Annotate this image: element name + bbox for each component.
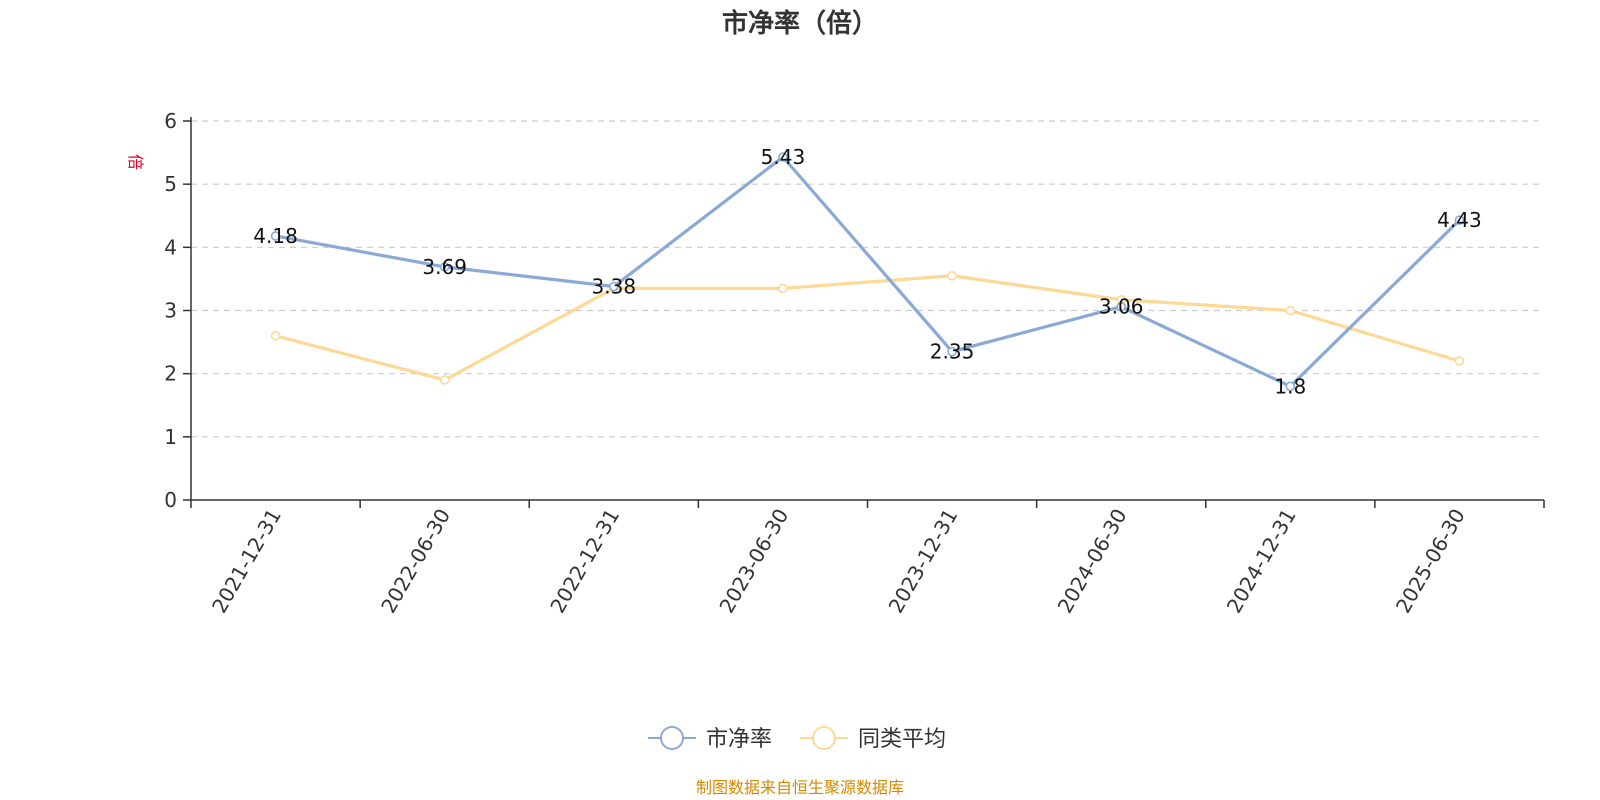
legend-label: 市净率	[706, 727, 772, 752]
series-line	[275, 155, 1461, 388]
x-tick-label: 2021-12-31	[207, 505, 286, 618]
grid-lines	[191, 120, 1544, 438]
data-point[interactable]	[947, 270, 957, 281]
chart-title: 市净率（倍）	[722, 8, 878, 39]
series-group	[270, 152, 1465, 392]
data-point[interactable]	[439, 375, 450, 385]
data-label: 4.43	[1437, 208, 1482, 232]
data-point[interactable]	[1285, 381, 1296, 392]
data-point[interactable]	[778, 283, 788, 294]
y-tick-label: 3	[164, 299, 177, 323]
data-point[interactable]	[1454, 215, 1465, 225]
data-point[interactable]	[270, 231, 281, 241]
x-tick-label: 2023-06-30	[714, 505, 793, 618]
series-line	[275, 274, 1460, 382]
legend-item-main[interactable]: 市净率	[648, 726, 772, 752]
y-tick-label: 0	[164, 488, 177, 512]
data-label: 5.43	[761, 145, 806, 169]
series-average	[270, 270, 1465, 385]
x-tick-label: 2024-06-30	[1053, 505, 1132, 618]
source-note: 制图数据来自恒生聚源数据库	[696, 778, 904, 797]
data-point[interactable]	[1454, 356, 1465, 366]
data-point[interactable]	[778, 152, 788, 162]
axes: 0 1 2 3 4 5 6 2021-12-31 2022-06-30 2022-12-31 202…	[164, 109, 1545, 618]
data-label: 1.8	[1274, 374, 1306, 398]
data-labels: 4.18 3.69 3.38 5.43 2.35 3.06 1.8 4.43	[253, 145, 1481, 398]
y-axis-unit-label: 倍	[126, 154, 145, 170]
legend-item-average[interactable]: 同类平均	[800, 726, 946, 752]
legend[interactable]: 市净率 同类平均	[648, 726, 946, 752]
data-label: 2.35	[930, 340, 975, 364]
data-point[interactable]	[1285, 305, 1296, 316]
legend-circle-icon	[812, 726, 836, 750]
data-label: 3.38	[592, 274, 637, 298]
x-tick-label: 2024-12-31	[1222, 505, 1301, 618]
data-label: 3.06	[1099, 295, 1144, 319]
data-point[interactable]	[1116, 301, 1126, 312]
data-label: 3.69	[422, 255, 467, 279]
x-tick-label: 2025-06-30	[1391, 505, 1470, 618]
y-tick-label: 1	[164, 425, 177, 449]
data-point[interactable]	[439, 262, 450, 272]
x-tick-label: 2022-12-31	[545, 505, 624, 618]
y-tick-label: 5	[164, 172, 177, 196]
legend-circle-icon	[660, 726, 684, 750]
data-point[interactable]	[947, 346, 957, 357]
data-point[interactable]	[609, 281, 619, 292]
x-tick-label: 2023-12-31	[883, 505, 962, 618]
data-label: 4.18	[253, 224, 298, 248]
y-tick-label: 4	[164, 235, 177, 259]
data-point[interactable]	[270, 330, 281, 341]
y-tick-label: 2	[164, 362, 177, 386]
y-tick-label: 6	[164, 109, 177, 133]
series-main	[270, 152, 1465, 392]
x-tick-label: 2022-06-30	[376, 505, 455, 618]
legend-label: 同类平均	[858, 727, 946, 752]
